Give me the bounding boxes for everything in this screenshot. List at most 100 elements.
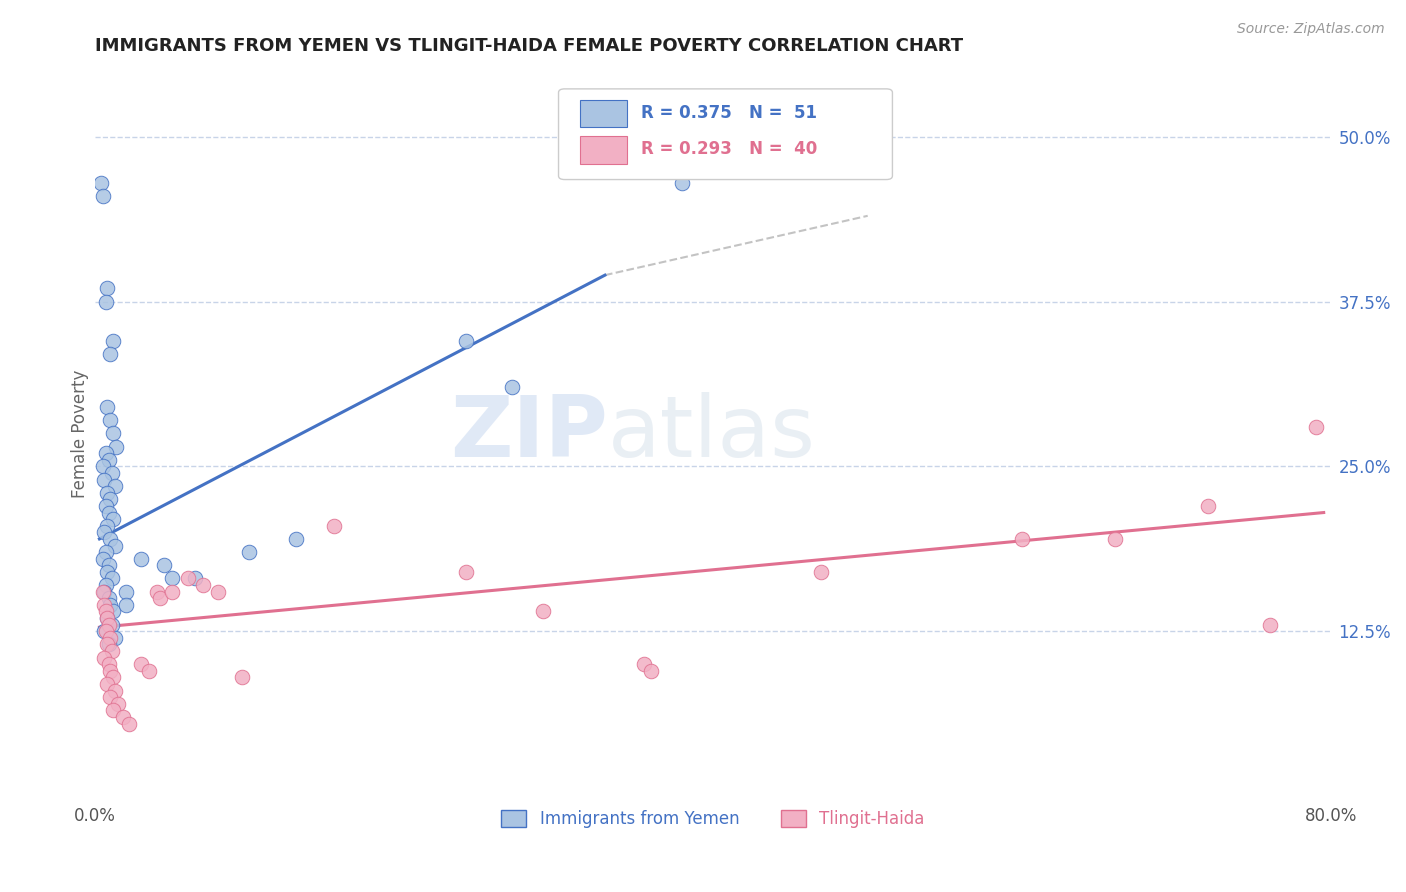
Point [97,506,120,520]
Point [160,584,183,599]
Point [91,551,114,566]
Point [101,644,124,658]
Point [94,578,117,592]
Point [94,499,117,513]
Point [810,565,832,579]
Point [1305,420,1327,434]
Point [284,532,307,546]
FancyBboxPatch shape [579,136,627,163]
Point [96,611,118,625]
Point [96,565,118,579]
Point [114,584,136,599]
Point [176,572,198,586]
Point [96,400,118,414]
Point [118,716,141,731]
Point [129,551,152,566]
Point [105,440,128,454]
Point [93,598,115,612]
Text: R = 0.375   N =  51: R = 0.375 N = 51 [641,103,817,122]
Point [1104,532,1126,546]
Text: atlas: atlas [607,392,815,475]
Point [633,657,655,672]
Point [160,572,183,586]
Point [103,670,125,684]
Point [96,485,118,500]
Point [98,492,121,507]
Point [91,459,114,474]
Point [96,518,118,533]
Point [207,584,229,599]
Point [94,604,117,618]
Point [531,604,554,618]
Point [238,545,260,559]
Point [129,657,152,672]
Point [94,294,117,309]
Point [96,637,118,651]
Legend: Immigrants from Yemen, Tlingit-Haida: Immigrants from Yemen, Tlingit-Haida [495,804,931,835]
Point [98,347,121,361]
Point [96,677,118,691]
Point [103,334,125,348]
Point [640,664,662,678]
Point [93,624,115,639]
Point [94,446,117,460]
Point [138,664,160,678]
Point [98,532,121,546]
Point [103,703,125,717]
Point [103,512,125,526]
Point [104,479,127,493]
Point [97,452,120,467]
Point [184,572,207,586]
FancyBboxPatch shape [558,89,893,179]
Point [101,466,124,480]
Point [454,334,477,348]
Point [501,380,523,394]
Text: R = 0.293   N =  40: R = 0.293 N = 40 [641,140,818,158]
Point [91,189,114,203]
Point [101,572,124,586]
Point [96,611,118,625]
Point [104,683,127,698]
Point [111,710,134,724]
Point [94,624,117,639]
Point [91,584,114,599]
Point [153,558,176,573]
Point [97,617,120,632]
Point [104,539,127,553]
Point [145,584,167,599]
Point [103,604,125,618]
Point [1011,532,1033,546]
Point [104,631,127,645]
Point [93,650,115,665]
Point [97,657,120,672]
Point [97,637,120,651]
Point [94,545,117,559]
Point [149,591,172,606]
Point [98,664,121,678]
Point [454,565,477,579]
Point [97,558,120,573]
Point [93,525,115,540]
Point [231,670,253,684]
Point [323,518,346,533]
Point [101,617,124,632]
Point [98,598,121,612]
Point [93,473,115,487]
Point [98,413,121,427]
Point [191,578,214,592]
Point [96,281,118,295]
Point [103,426,125,441]
Y-axis label: Female Poverty: Female Poverty [72,369,89,498]
Point [114,598,136,612]
Text: IMMIGRANTS FROM YEMEN VS TLINGIT-HAIDA FEMALE POVERTY CORRELATION CHART: IMMIGRANTS FROM YEMEN VS TLINGIT-HAIDA F… [94,37,963,55]
Point [98,631,121,645]
Text: ZIP: ZIP [450,392,607,475]
FancyBboxPatch shape [579,100,627,128]
Point [1197,499,1219,513]
Point [90,176,112,190]
Text: Source: ZipAtlas.com: Source: ZipAtlas.com [1237,22,1385,37]
Point [1258,617,1281,632]
Point [98,690,121,705]
Point [97,591,120,606]
Point [107,697,129,711]
